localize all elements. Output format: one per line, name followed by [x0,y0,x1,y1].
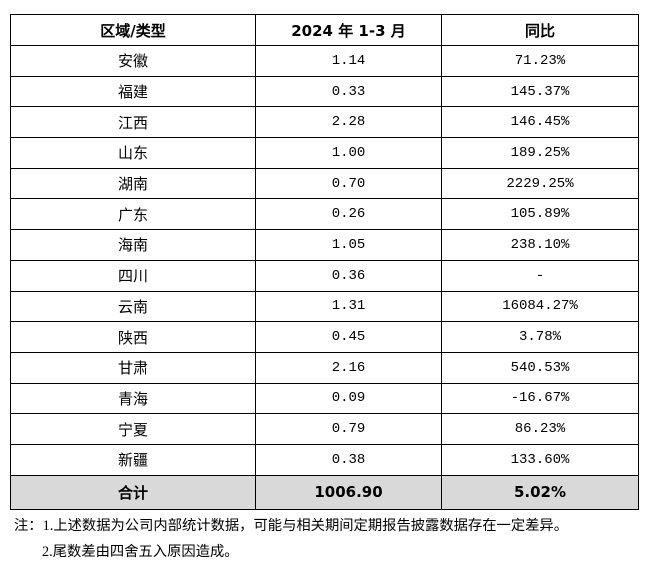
table-row: 云南 1.31 16084.27% [10,290,639,323]
note-item: 2.尾数差由四舍五入原因造成。 [42,544,239,560]
value-cell: 238.10% [441,229,639,261]
table-row: 海南 1.05 238.10% [10,229,639,261]
header-cell: 2024 年 1-3 月 [255,14,442,46]
region-cell: 陕西 [10,321,256,353]
region-cell: 海南 [10,229,256,261]
value-cell: 2.16 [255,351,442,384]
value-cell: 86.23% [441,413,639,445]
value-cell: 3.78% [441,321,639,353]
value-cell: 1.31 [255,290,442,323]
value-cell: 0.09 [255,382,442,415]
data-table: 区域/类型 2024 年 1-3 月同比 安徽 1.14 71.23% 福建 0.33 14… [10,14,639,510]
region-cell: 广东 [10,198,256,231]
table-row: 陕西 0.45 3.78% [10,321,639,353]
table-row: 宁夏 0.79 86.23% [10,413,639,445]
value-cell: 145.37% [441,75,639,108]
region-cell: 甘肃 [10,351,256,384]
value-cell: 1.00 [255,137,442,169]
header-row: 区域/类型 2024 年 1-3 月同比 [10,14,639,46]
header-cell: 同比 [441,14,639,46]
table-row: 安徽 1.14 71.23% [10,45,639,77]
table-row: 山东 1.00 189.25% [10,137,639,169]
total-cell: 合计 [10,474,256,510]
value-cell: 2.28 [255,106,442,139]
value-cell: 189.25% [441,137,639,169]
table-row: 福建 0.33 145.37% [10,75,639,108]
region-cell: 山东 [10,137,256,169]
value-cell: -16.67% [441,382,639,415]
total-row: 合计 1006.90 5.02% [10,474,639,510]
value-cell: 1.14 [255,45,442,77]
value-cell: 0.38 [255,443,442,476]
region-cell: 宁夏 [10,413,256,445]
table-body: 安徽 1.14 71.23% 福建 0.33 145.37% 江西 2.28 146.45% 山东… [10,45,639,510]
value-cell: 133.60% [441,443,639,476]
region-cell: 福建 [10,75,256,108]
region-cell: 新疆 [10,443,256,476]
region-cell: 江西 [10,106,256,139]
table-row: 广东 0.26 105.89% [10,198,639,231]
value-cell: 105.89% [441,198,639,231]
total-cell: 5.02% [441,474,639,510]
region-cell: 湖南 [10,167,256,200]
value-cell: 146.45% [441,106,639,139]
region-cell: 四川 [10,259,256,292]
value-cell: 0.33 [255,75,442,108]
note-line: 注：1.上述数据为公司内部统计数据，可能与相关期间定期报告披露数据存在一定差异。 [14,514,568,535]
region-cell: 云南 [10,290,256,323]
region-cell: 青海 [10,382,256,415]
value-cell: - [441,259,639,292]
value-cell: 540.53% [441,351,639,384]
note-line: 2.尾数差由四舍五入原因造成。 [42,540,239,561]
note-item: 1.上述数据为公司内部统计数据，可能与相关期间定期报告披露数据存在一定差异。 [42,518,569,534]
total-cell: 1006.90 [255,474,442,510]
value-cell: 1.05 [255,229,442,261]
table-row: 甘肃 2.16 540.53% [10,351,639,384]
value-cell: 0.79 [255,413,442,445]
value-cell: 0.70 [255,167,442,200]
value-cell: 0.26 [255,198,442,231]
value-cell: 2229.25% [441,167,639,200]
table-row: 四川 0.36- [10,259,639,292]
note-label: 注： [14,518,43,534]
table-row: 青海 0.09 -16.67% [10,382,639,415]
table-row: 新疆 0.38 133.60% [10,443,639,476]
table-row: 湖南 0.70 2229.25% [10,167,639,200]
value-cell: 0.36 [255,259,442,292]
value-cell: 16084.27% [441,290,639,323]
header-cell: 区域/类型 [10,14,256,46]
value-cell: 71.23% [441,45,639,77]
value-cell: 0.45 [255,321,442,353]
table-row: 江西 2.28 146.45% [10,106,639,139]
region-cell: 安徽 [10,45,256,77]
